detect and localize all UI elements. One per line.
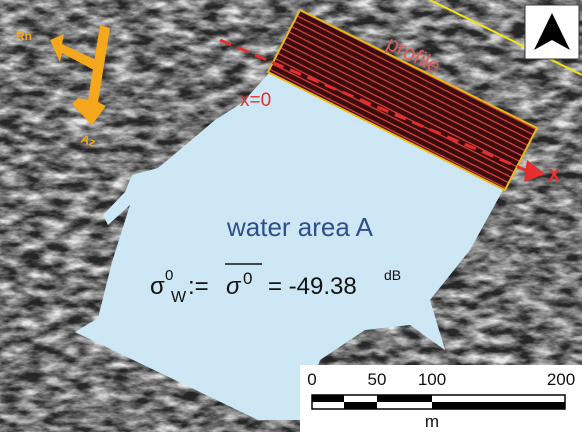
scale-label: 50 [368, 370, 387, 389]
formula-assign: := [188, 273, 209, 300]
water-area-label: water area A [226, 212, 374, 242]
formula-superscript: 0 [243, 269, 252, 288]
formula-unit: dB [384, 267, 401, 283]
profile-start-label: x=0 [240, 90, 271, 111]
scale-bar-segment [312, 395, 344, 402]
map: x profile x=0 Rn Az water area A σ 0 W :… [0, 0, 582, 432]
scale-label: 0 [307, 370, 316, 389]
scale-bar-segment [432, 402, 565, 409]
range-label: Rn [16, 29, 32, 43]
formula-symbol: σ [150, 273, 165, 300]
scale-unit: m [425, 412, 439, 431]
formula-value: = -49.38 [268, 273, 357, 300]
formula-subscript: W [171, 289, 187, 306]
profile-axis-label: x [548, 161, 561, 186]
scale-label: 200 [547, 370, 575, 389]
formula-superscript: 0 [165, 267, 173, 284]
scale-label: 100 [418, 370, 446, 389]
scale-bar-segment [377, 395, 432, 402]
scale-bar-segment [344, 402, 377, 409]
formula-symbol: σ [226, 273, 242, 300]
